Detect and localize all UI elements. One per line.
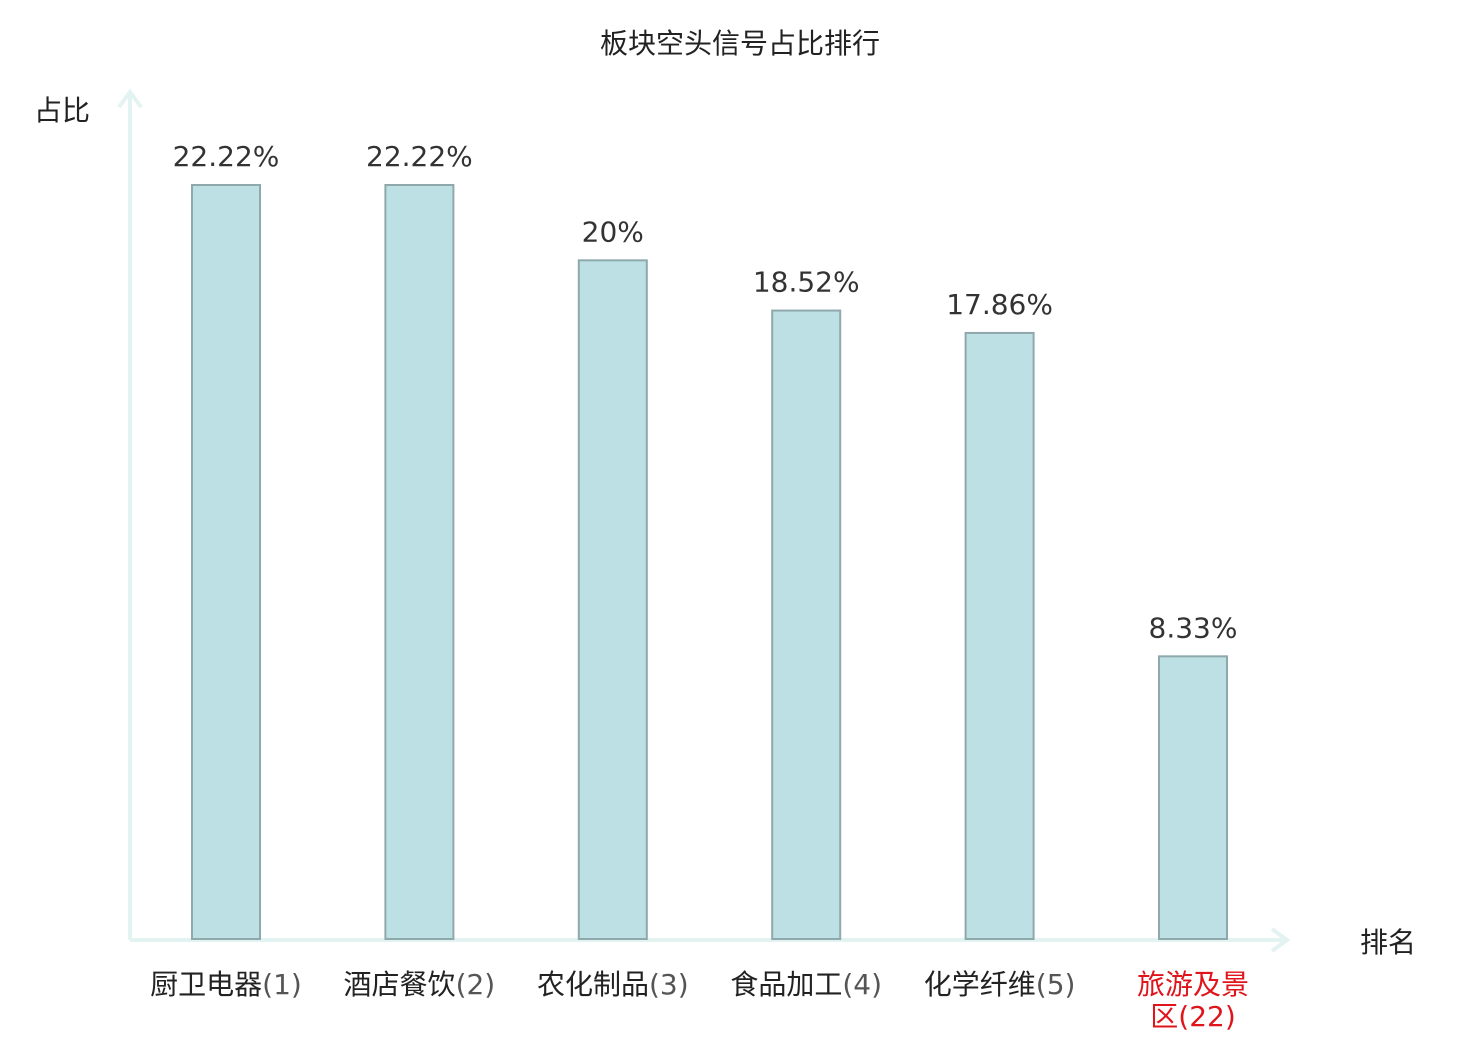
- chart-axes: 占比 排名: [34, 88, 1416, 959]
- value-labels-group: 22.22% 22.22% 20% 18.52% 17.86% 8.33%: [173, 140, 1238, 644]
- value-label-1: 22.22%: [173, 140, 280, 173]
- value-label-4: 18.52%: [753, 266, 860, 299]
- category-labels-group: 厨卫电器(1) 酒店餐饮(2) 农化制品(3) 食品加工(4) 化学纤维(5) 旅游及景区…: [150, 968, 1249, 1033]
- category-label-4: 食品加工(4): [730, 968, 882, 1001]
- chart-title: 板块空头信号占比排行: [599, 27, 880, 60]
- bar-4: [771, 309, 842, 941]
- value-label-2: 22.22%: [366, 140, 473, 173]
- bar-5: [964, 331, 1035, 940]
- value-label-5: 17.86%: [946, 288, 1053, 321]
- bar-3: [577, 259, 648, 940]
- category-label-5: 化学纤维(5): [924, 968, 1076, 1001]
- bar-1: [191, 184, 261, 940]
- bars-group: [191, 184, 1228, 941]
- bar-2: [384, 184, 455, 940]
- value-label-6: 8.33%: [1149, 611, 1238, 644]
- category-label-6: 旅游及景区(22): [1137, 968, 1249, 1033]
- y-axis-arrow: [117, 88, 143, 109]
- category-label-2: 酒店餐饮(2): [344, 968, 496, 1001]
- category-label-1: 厨卫电器(1): [150, 968, 302, 1001]
- category-label-3: 农化制品(3): [537, 968, 689, 1001]
- value-label-3: 20%: [582, 215, 644, 248]
- bar-6: [1158, 655, 1228, 940]
- y-axis-label: 占比: [34, 94, 90, 127]
- x-axis-arrow: [1270, 927, 1291, 953]
- x-axis-label: 排名: [1360, 926, 1416, 959]
